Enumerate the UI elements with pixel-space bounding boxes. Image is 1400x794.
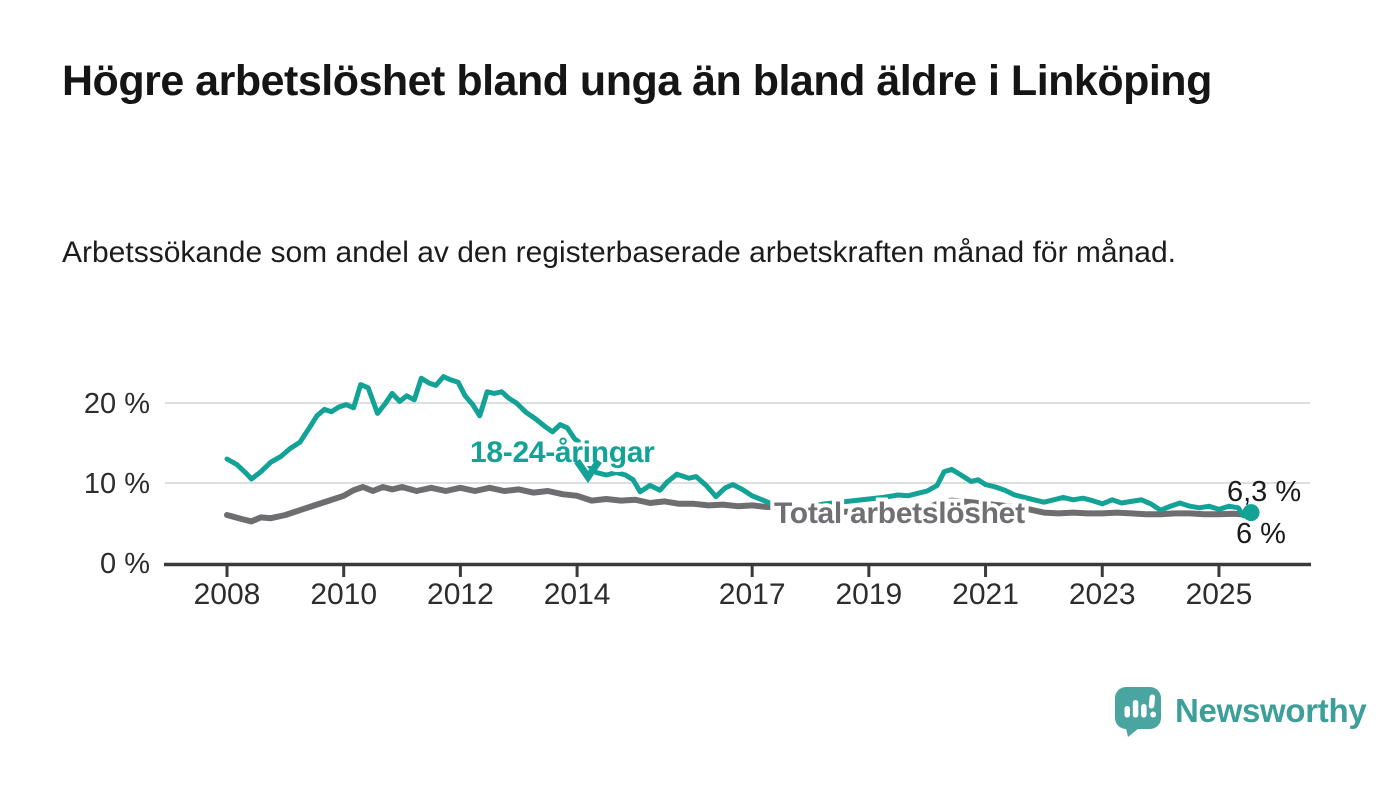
x-tick-label-2008: 2008 — [194, 578, 261, 611]
label-arrow-down-icon — [574, 459, 602, 484]
newsworthy-logo-text: Newsworthy — [1175, 691, 1367, 729]
x-tick-label-2025: 2025 — [1186, 578, 1253, 611]
y-tick-label-20: 20 % — [84, 388, 150, 420]
series-label-total: Total arbetslöshet — [774, 497, 1025, 530]
series-line-total — [224, 484, 1254, 525]
series-label-young: 18-24-åringar — [470, 436, 655, 469]
newsworthy-logo-icon — [1115, 687, 1161, 737]
end-value-label-young: 6,3 % — [1227, 476, 1301, 508]
x-tick-label-2010: 2010 — [310, 578, 377, 611]
x-tick-label-2017: 2017 — [719, 578, 786, 611]
bar-chart-glyph — [1124, 694, 1157, 718]
end-value-label-total: 6 % — [1236, 518, 1286, 550]
x-tick-label-2019: 2019 — [835, 578, 902, 611]
x-tick-label-2021: 2021 — [952, 578, 1019, 611]
y-tick-label-10: 10 % — [84, 468, 150, 500]
x-tick-label-2023: 2023 — [1069, 578, 1136, 611]
x-tick-label-2012: 2012 — [427, 578, 494, 611]
series-line-young — [224, 374, 1254, 519]
page-title: Högre arbetslöshet bland unga än bland ä… — [62, 57, 1212, 105]
series-end-dot-young — [1242, 504, 1260, 522]
x-tick-label-2014: 2014 — [544, 578, 611, 611]
chart-subtitle: Arbetssökande som andel av den registerb… — [62, 236, 1176, 269]
y-tick-label-0: 0 % — [100, 548, 150, 580]
newsworthy-logo: Newsworthy — [1112, 684, 1367, 737]
